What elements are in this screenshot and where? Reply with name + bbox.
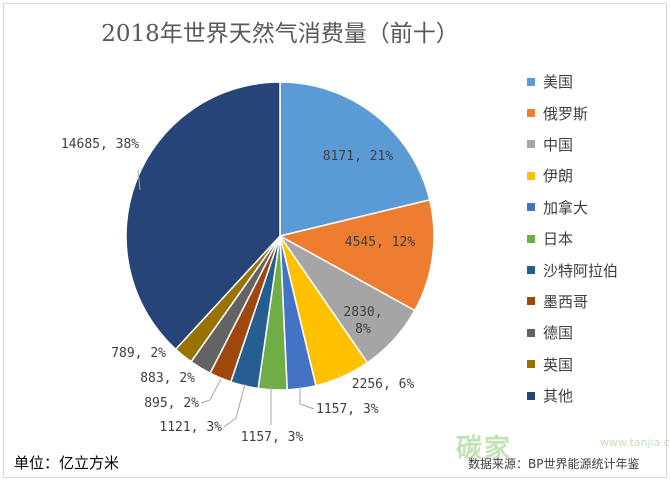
legend-item-0: 美国 (527, 66, 618, 97)
legend-swatch (527, 360, 535, 369)
legend-item-8: 德国 (527, 317, 618, 348)
watermark-url: www.tanjia.com (600, 436, 670, 449)
legend-label: 其他 (543, 387, 574, 406)
pie-slice-1 (277, 198, 435, 312)
legend-swatch (527, 77, 535, 86)
legend-item-4: 加拿大 (527, 192, 618, 223)
legend-label: 伊朗 (543, 167, 574, 186)
source-note: 数据来源：BP世界能源统计年鉴 (468, 457, 640, 471)
legend-item-1: 俄罗斯 (527, 97, 618, 128)
leader-line-7 (200, 378, 222, 404)
leader-line-10 (137, 169, 141, 191)
data-label-1: 4545, 12% (345, 235, 416, 250)
data-label-5: 1157, 3% (241, 430, 304, 445)
legend-swatch (527, 140, 535, 149)
data-label-7: 895, 2% (144, 396, 199, 411)
pie-slice-10 (125, 81, 281, 351)
legend-label: 日本 (543, 230, 574, 249)
data-label-9: 789, 2% (111, 346, 166, 361)
legend-swatch (527, 266, 535, 275)
legend-item-10: 其他 (527, 380, 618, 411)
data-label-6: 1121, 3% (159, 420, 222, 435)
data-label-0: 8171, 21% (323, 149, 394, 164)
legend-item-6: 沙特阿拉伯 (527, 254, 618, 285)
data-label-2: 2830, 8% (343, 305, 382, 337)
data-label-8: 883, 2% (140, 371, 195, 386)
watermark-logo: 碳家 (456, 434, 513, 464)
data-label-3: 2256, 6% (352, 377, 415, 392)
legend-item-5: 日本 (527, 223, 618, 254)
chart-title: 2018年世界天然气消费量（前十） (101, 21, 459, 47)
legend-label: 沙特阿拉伯 (543, 261, 619, 280)
legend-swatch (527, 234, 535, 243)
unit-label: 单位：亿立方米 (14, 454, 120, 472)
legend-label: 英国 (543, 355, 574, 374)
legend-item-7: 墨西哥 (527, 286, 618, 317)
legend-item-3: 伊朗 (527, 160, 618, 191)
legend-swatch (527, 328, 535, 337)
legend-label: 加拿大 (543, 198, 589, 217)
data-label-4: 1157, 3% (316, 402, 379, 417)
legend-item-2: 中国 (527, 129, 618, 160)
legend-label: 墨西哥 (543, 292, 589, 311)
leader-line-4 (299, 386, 315, 410)
legend-swatch (527, 391, 535, 400)
data-label-10: 14685, 38% (61, 137, 139, 152)
pie-slice-0 (279, 81, 431, 237)
legend-label: 中国 (543, 135, 574, 154)
legend-swatch (527, 109, 535, 118)
legend-label: 俄罗斯 (543, 104, 589, 123)
legend-swatch (527, 297, 535, 306)
leader-line-6 (223, 383, 246, 428)
legend-label: 美国 (543, 73, 574, 92)
legend-label: 德国 (543, 324, 574, 343)
legend-item-9: 英国 (527, 349, 618, 380)
legend-swatch (527, 203, 535, 212)
legend: 美国俄罗斯中国伊朗加拿大日本沙特阿拉伯墨西哥德国英国其他 (527, 66, 618, 411)
legend-swatch (527, 171, 535, 180)
